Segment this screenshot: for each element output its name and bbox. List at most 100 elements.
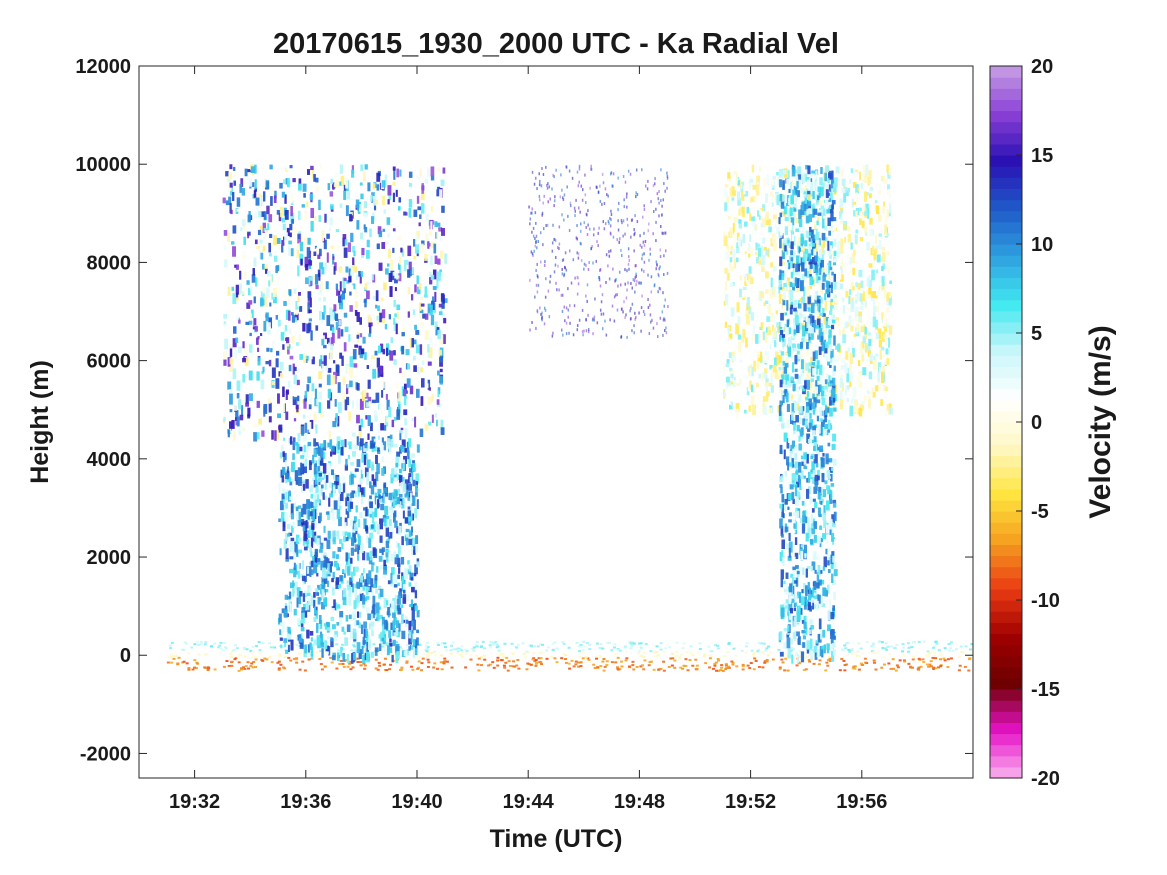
echo-pixel [813, 640, 816, 647]
echo-pixel [689, 651, 693, 654]
echo-pixel [575, 236, 578, 240]
echo-pixel [495, 646, 499, 649]
echo-pixel [870, 291, 874, 298]
echo-pixel [885, 280, 888, 288]
echo-pixel [388, 647, 393, 653]
echo-pixel [388, 668, 392, 671]
echo-pixel [867, 313, 871, 319]
echo-pixel [364, 579, 367, 587]
echo-pixel [260, 243, 263, 251]
echo-pixel [564, 658, 568, 661]
echo-pixel [795, 664, 799, 667]
echo-pixel [735, 665, 739, 668]
echo-pixel [595, 185, 598, 189]
echo-pixel [673, 666, 677, 669]
echo-pixel [298, 668, 302, 671]
echo-pixel [323, 597, 327, 606]
echo-pixel [722, 655, 726, 658]
echo-pixel [258, 248, 263, 260]
echo-pixel [769, 364, 773, 370]
echo-pixel [387, 438, 390, 449]
echo-pixel [591, 318, 594, 322]
echo-pixel [878, 233, 882, 237]
echo-pixel [429, 277, 433, 285]
echo-pixel [797, 174, 802, 184]
echo-pixel [783, 366, 788, 374]
echo-pixel [402, 594, 407, 604]
echo-pixel [767, 645, 771, 648]
echo-pixel [276, 661, 280, 664]
echo-pixel [278, 652, 282, 655]
echo-pixel [336, 652, 340, 661]
echo-pixel [288, 599, 291, 605]
echo-pixel [236, 392, 240, 399]
echo-pixel [854, 169, 859, 174]
echo-pixel [885, 307, 890, 313]
echo-pixel [335, 413, 338, 424]
echo-pixel [872, 659, 876, 662]
echo-pixel [538, 194, 541, 198]
echo-pixel [586, 283, 589, 287]
echo-pixel [883, 179, 888, 185]
echo-pixel [339, 538, 343, 544]
echo-pixel [416, 629, 420, 634]
echo-pixel [294, 470, 299, 482]
echo-pixel [371, 355, 375, 359]
echo-pixel [907, 646, 911, 649]
echo-pixel [524, 656, 528, 659]
echo-pixel [867, 208, 870, 219]
echo-pixel [371, 274, 374, 281]
echo-pixel [306, 384, 310, 392]
echo-pixel [890, 645, 894, 648]
echo-pixel [364, 442, 368, 449]
echo-pixel [359, 438, 364, 447]
echo-pixel [166, 661, 170, 664]
echo-pixel [389, 607, 393, 614]
echo-pixel [668, 646, 672, 649]
echo-pixel [381, 547, 385, 552]
echo-pixel [838, 329, 841, 336]
echo-pixel [335, 179, 340, 188]
echo-pixel [577, 665, 581, 668]
echo-pixel [609, 224, 612, 228]
echo-pixel [305, 355, 309, 361]
echo-pixel [425, 213, 429, 221]
echo-pixel [784, 389, 788, 397]
echo-pixel [318, 297, 322, 302]
echo-pixel [844, 647, 848, 650]
echo-pixel [242, 341, 245, 349]
echo-pixel [319, 588, 323, 595]
echo-pixel [642, 240, 645, 244]
echo-pixel [229, 409, 233, 413]
echo-pixel [939, 652, 943, 655]
echo-pixel [265, 360, 270, 365]
echo-pixel [815, 272, 819, 284]
echo-pixel [613, 646, 617, 649]
echo-pixel [758, 166, 762, 173]
echo-pixel [841, 358, 846, 363]
echo-pixel [351, 451, 356, 457]
echo-pixel [337, 454, 341, 464]
echo-pixel [298, 652, 302, 655]
echo-pixel [860, 183, 864, 189]
echo-pixel [257, 193, 262, 198]
echo-pixel [839, 377, 843, 389]
echo-pixel [375, 454, 378, 464]
echo-pixel [232, 649, 236, 652]
echo-pixel [170, 641, 174, 644]
echo-pixel [764, 379, 768, 387]
echo-pixel [804, 656, 808, 659]
echo-pixel [282, 466, 286, 476]
echo-pixel [405, 259, 409, 265]
echo-pixel [554, 239, 557, 243]
echo-pixel [417, 367, 421, 375]
echo-pixel [351, 408, 355, 412]
echo-pixel [767, 342, 771, 351]
echo-pixel [652, 184, 655, 188]
echo-pixel [869, 228, 874, 237]
echo-pixel [599, 269, 601, 273]
echo-pixel [286, 177, 290, 188]
echo-pixel [635, 274, 637, 278]
echo-pixel [880, 346, 885, 351]
echo-pixel [501, 656, 505, 659]
